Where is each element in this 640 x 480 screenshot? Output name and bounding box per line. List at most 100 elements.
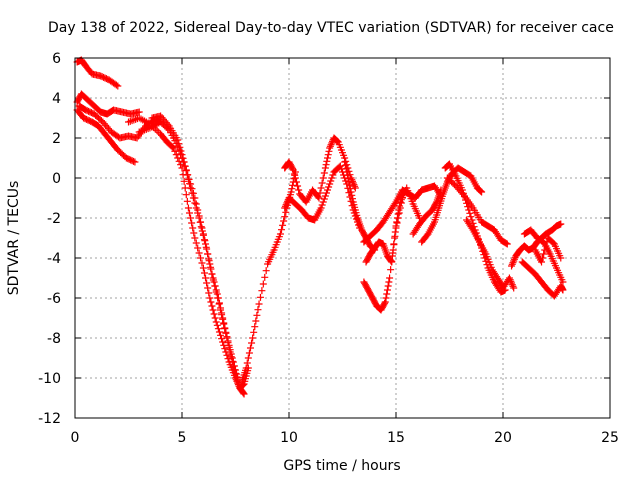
data-point [245, 349, 253, 357]
data-point [191, 234, 199, 242]
plot-frame [74, 57, 611, 419]
data-point [223, 333, 231, 341]
data-point [223, 351, 231, 359]
data-point [206, 260, 214, 268]
data-point [248, 339, 256, 347]
data-point [281, 213, 289, 221]
data-point [219, 338, 227, 346]
data-point [239, 389, 247, 397]
data-point [459, 190, 467, 198]
data-point [317, 184, 325, 192]
data-point [258, 287, 266, 295]
data-point [384, 282, 392, 290]
data-point [341, 161, 349, 169]
data-point [182, 191, 190, 199]
data-point [324, 186, 332, 194]
data-point [221, 324, 229, 332]
data-point [507, 277, 515, 285]
data-point [242, 364, 250, 372]
x-tick-label: 25 [601, 430, 619, 446]
data-point [211, 314, 219, 322]
data-point [233, 370, 241, 378]
data-point [200, 236, 208, 244]
data-point [215, 328, 223, 336]
data-point [202, 274, 210, 282]
data-point [185, 180, 193, 188]
y-tick-label: -12 [38, 411, 61, 427]
data-point [322, 189, 330, 197]
series-sat-b [73, 90, 143, 118]
data-point [323, 157, 331, 165]
data-point [259, 280, 267, 288]
data-point [249, 334, 257, 342]
data-point [279, 221, 287, 229]
data-point [196, 218, 204, 226]
y-tick-label: -10 [38, 371, 61, 387]
data-point [225, 341, 233, 349]
data-point [112, 81, 120, 89]
grid-lines [75, 58, 610, 418]
series-sat-g [148, 112, 242, 382]
data-point [168, 143, 176, 151]
series-sat-s [463, 216, 518, 292]
data-point [199, 264, 207, 272]
data-point [206, 294, 214, 302]
x-tick-label: 0 [71, 430, 80, 446]
data-point [200, 269, 208, 277]
data-point [211, 282, 219, 290]
data-point [349, 179, 357, 187]
data-point [289, 181, 297, 189]
data-point [230, 362, 238, 370]
data-point [192, 239, 200, 247]
data-point [210, 310, 218, 318]
data-point [346, 181, 354, 189]
data-point [289, 165, 297, 173]
data-point [348, 177, 356, 185]
data-point [290, 170, 298, 178]
data-point [187, 184, 195, 192]
data-point [184, 204, 192, 212]
data-point [261, 273, 269, 281]
data-point [215, 299, 223, 307]
data-point [342, 165, 350, 173]
y-tick-label: 0 [52, 171, 61, 187]
data-point [559, 278, 567, 286]
data-point [197, 223, 205, 231]
data-point [183, 171, 191, 179]
data-point [294, 182, 302, 190]
chart-title: Day 138 of 2022, Sidereal Day-to-day VTE… [48, 20, 614, 36]
data-point [344, 175, 352, 183]
data-point [190, 229, 198, 237]
data-point [174, 136, 182, 144]
series-sat-r [443, 174, 511, 248]
data-point [559, 286, 567, 294]
data-point [333, 137, 341, 145]
data-point [188, 189, 196, 197]
data-point [175, 140, 183, 148]
data-point [214, 294, 222, 302]
data-point [217, 331, 225, 339]
data-point [185, 209, 193, 217]
data-point [209, 306, 217, 314]
data-point [254, 306, 262, 314]
series-sat-e [125, 114, 252, 392]
data-point [129, 157, 137, 165]
data-point [502, 239, 510, 247]
data-point [396, 204, 404, 212]
data-point [510, 284, 518, 292]
data-point [180, 158, 188, 166]
data-point [466, 209, 474, 217]
data-point [315, 194, 323, 202]
data-point [329, 171, 337, 179]
data-point [169, 144, 177, 152]
data-point [278, 226, 286, 234]
data-point [557, 254, 565, 262]
data-point [280, 217, 288, 225]
data-point [181, 162, 189, 170]
data-point [381, 298, 389, 306]
data-point [195, 249, 203, 257]
data-point [383, 290, 391, 298]
data-point [198, 259, 206, 267]
data-point [221, 345, 229, 353]
data-point [182, 167, 190, 175]
